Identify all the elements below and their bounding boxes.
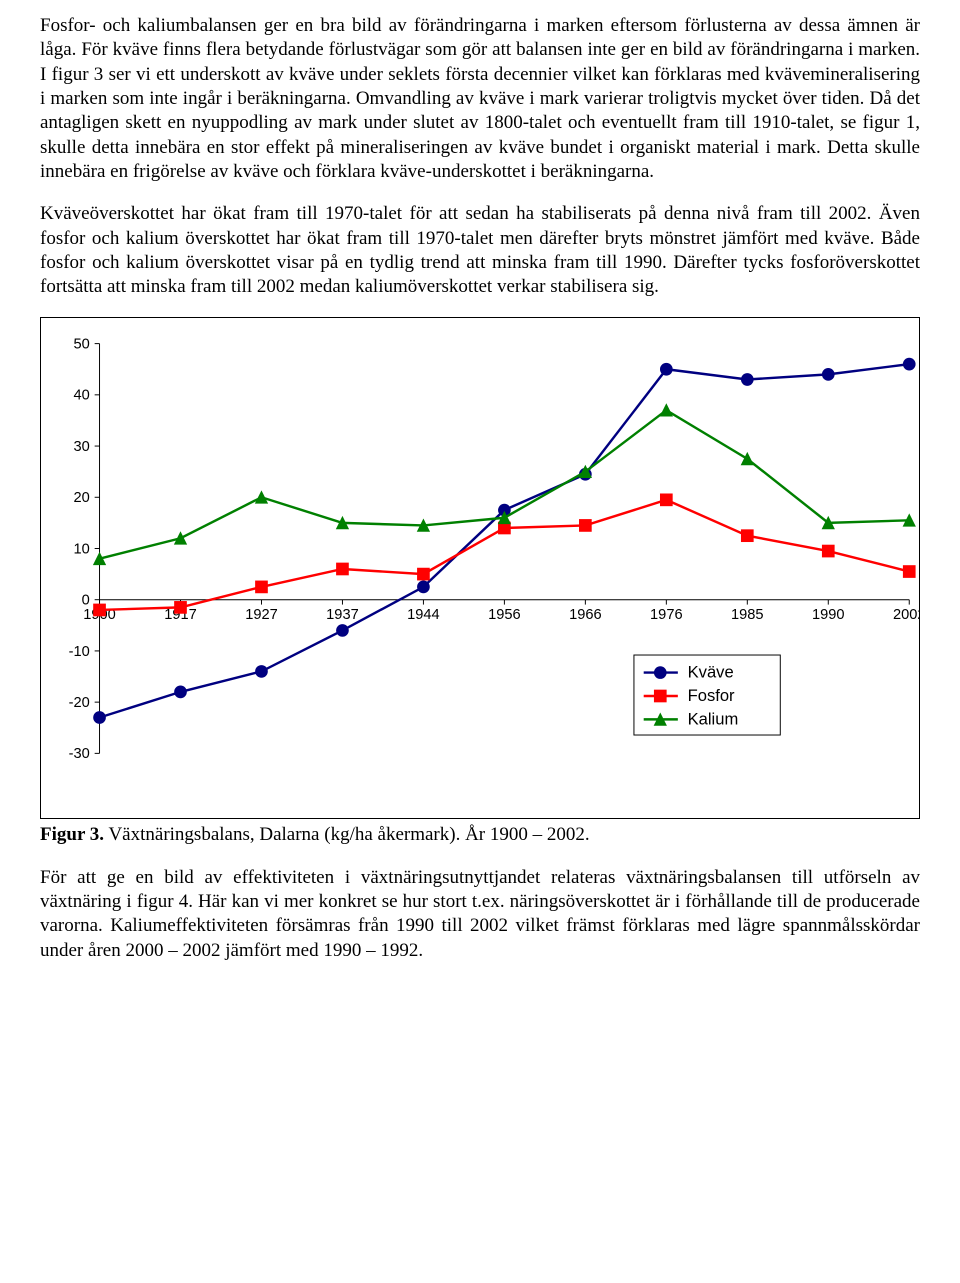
svg-text:0: 0 <box>82 593 90 609</box>
legend-label-fosfor: Fosfor <box>688 686 735 705</box>
svg-text:10: 10 <box>73 542 89 558</box>
svg-text:2002: 2002 <box>893 608 919 624</box>
figure-caption-text: Växtnäringsbalans, Dalarna (kg/ha åkerma… <box>104 824 590 845</box>
svg-text:1966: 1966 <box>569 608 602 624</box>
paragraph-2: Kväveöverskottet har ökat fram till 1970… <box>40 202 920 299</box>
svg-text:50: 50 <box>73 337 89 353</box>
svg-text:30: 30 <box>73 439 89 455</box>
page: Fosfor- och kaliumbalansen ger en bra bi… <box>20 0 940 1021</box>
svg-text:1985: 1985 <box>731 608 764 624</box>
chart-nutrient-balance: -30-20-100102030405019001917192719371944… <box>40 317 920 819</box>
svg-text:1990: 1990 <box>812 608 845 624</box>
svg-text:1944: 1944 <box>407 608 440 624</box>
svg-text:20: 20 <box>73 491 89 507</box>
svg-text:1976: 1976 <box>650 608 683 624</box>
svg-text:1956: 1956 <box>488 608 521 624</box>
svg-text:-20: -20 <box>69 695 90 711</box>
figure-caption: Figur 3. Växtnäringsbalans, Dalarna (kg/… <box>40 823 920 847</box>
svg-text:40: 40 <box>73 388 89 404</box>
svg-text:-30: -30 <box>69 747 90 763</box>
figure-caption-label: Figur 3. <box>40 824 104 845</box>
paragraph-1: Fosfor- och kaliumbalansen ger en bra bi… <box>40 14 920 184</box>
chart-svg: -30-20-100102030405019001917192719371944… <box>41 318 919 818</box>
svg-text:1937: 1937 <box>326 608 359 624</box>
svg-text:-10: -10 <box>69 644 90 660</box>
legend-label-kvave: Kväve <box>688 663 734 682</box>
paragraph-3: För att ge en bild av effektiviteten i v… <box>40 866 920 963</box>
svg-text:1927: 1927 <box>245 608 278 624</box>
legend-label-kalium: Kalium <box>688 710 739 729</box>
